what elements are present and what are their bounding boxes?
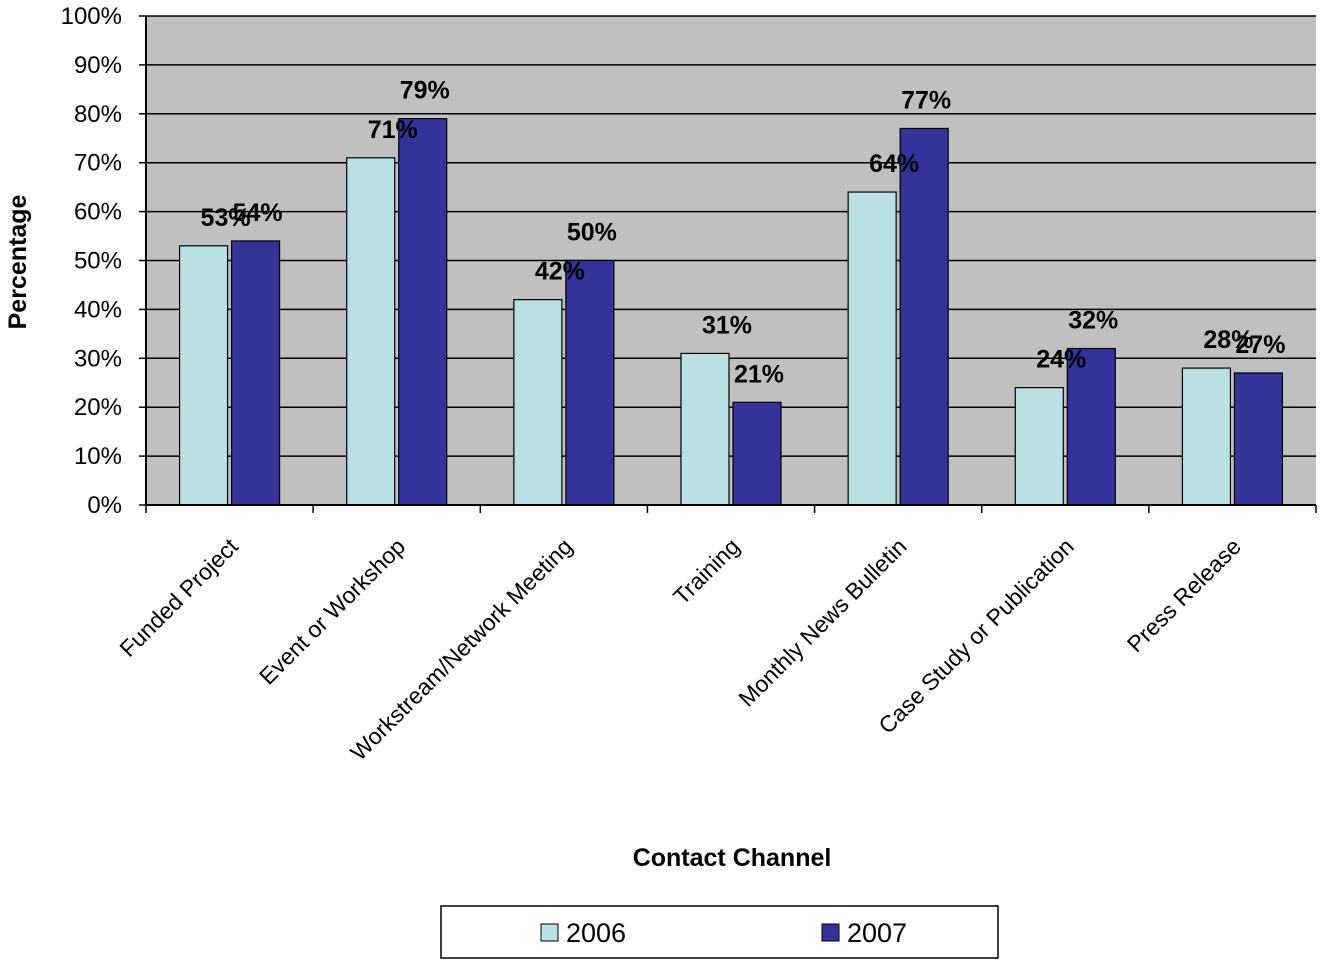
data-label-2006: 71% bbox=[368, 116, 418, 144]
data-label-2006: 42% bbox=[535, 258, 585, 286]
data-labels: 53%54% 71% 79% 42% 50% 31% 21% 64% 77% 24% 32% 28%2… bbox=[201, 77, 1286, 389]
y-tick-label: 70% bbox=[74, 150, 122, 177]
data-label-2006: 53% bbox=[201, 204, 251, 232]
legend-swatch-2007 bbox=[821, 923, 840, 942]
data-label-2007: 32% bbox=[1068, 307, 1118, 335]
bar-2006 bbox=[346, 157, 396, 506]
data-label-2007: 50% bbox=[567, 219, 617, 247]
y-tick-label: 10% bbox=[74, 443, 122, 470]
data-label-2007: 79% bbox=[400, 77, 450, 105]
data-label-2007: 77% bbox=[901, 86, 951, 114]
data-label-2006: 28% bbox=[1203, 326, 1253, 354]
y-tick-label: 40% bbox=[74, 296, 122, 323]
category-labels: Funded Project Event or WorkshopWorkstrea… bbox=[114, 533, 1246, 766]
category-label: Training bbox=[668, 533, 745, 610]
bar-2007 bbox=[732, 401, 782, 506]
y-tick-label: 0% bbox=[87, 492, 122, 519]
bars bbox=[178, 118, 1284, 506]
bar-2007 bbox=[1233, 372, 1284, 506]
legend: 2006 2007 bbox=[440, 905, 999, 959]
bar-2007 bbox=[565, 259, 615, 506]
bar-2007 bbox=[230, 240, 281, 506]
data-label-2006: 31% bbox=[702, 311, 752, 339]
legend-box bbox=[440, 905, 999, 959]
y-tick-label: 60% bbox=[74, 199, 122, 226]
y-tick-label: 20% bbox=[74, 394, 122, 421]
bar-2006 bbox=[1014, 387, 1064, 506]
legend-swatch-2006 bbox=[540, 923, 559, 942]
y-tick-label: 30% bbox=[74, 345, 122, 372]
category-label: Funded Project bbox=[114, 533, 243, 662]
y-tick-label: 80% bbox=[74, 101, 122, 128]
y-tick-labels: 0% 10% 20% 30% 40% 50% 60% 70% 80% 90% 100% bbox=[61, 3, 122, 519]
y-tick-label: 90% bbox=[74, 52, 122, 79]
category-label: Monthly News Bulletin bbox=[733, 533, 911, 711]
data-label-2007: 27% bbox=[1235, 331, 1285, 359]
data-label-2007: 54% bbox=[233, 199, 283, 227]
bar-2006 bbox=[847, 191, 897, 506]
axes bbox=[139, 15, 1317, 513]
y-axis-title: Percentage bbox=[4, 195, 32, 330]
bar-2006 bbox=[680, 352, 730, 506]
y-tick-label: 50% bbox=[74, 248, 122, 275]
bar-2006 bbox=[1181, 367, 1232, 506]
bar-2006 bbox=[178, 245, 229, 506]
bar-2006 bbox=[513, 299, 563, 506]
data-label-2007: 21% bbox=[734, 360, 784, 388]
legend-label-2006: 2006 bbox=[566, 918, 626, 948]
category-label: Case Study or Publication bbox=[873, 533, 1079, 739]
gridlines bbox=[146, 15, 1316, 457]
legend-label-2007: 2007 bbox=[847, 918, 907, 948]
x-axis-title: Contact Channel bbox=[633, 844, 832, 872]
category-label: Event or Workshop bbox=[254, 533, 410, 689]
bar-2007 bbox=[899, 127, 949, 506]
data-label-2006: 24% bbox=[1036, 346, 1086, 374]
y-tick-label: 100% bbox=[61, 3, 122, 30]
bar-2007 bbox=[398, 118, 448, 506]
category-label: Press Release bbox=[1122, 533, 1246, 657]
data-label-2006: 64% bbox=[869, 150, 919, 178]
